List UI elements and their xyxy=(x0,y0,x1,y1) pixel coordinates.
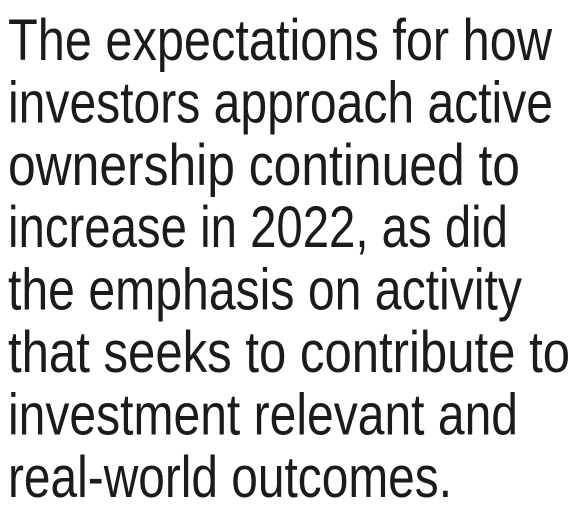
text-line: investment relevant and xyxy=(8,382,518,447)
text-line: that seeks to contribute to xyxy=(8,320,570,385)
text-line: the emphasis on activity xyxy=(8,258,522,323)
text-line: investors approach active xyxy=(8,70,553,135)
text-line: ownership continued to xyxy=(8,133,520,198)
text-line: increase in 2022, as did xyxy=(8,195,508,260)
text-line: real-world outcomes. xyxy=(8,445,452,509)
text-line: The expectations for how xyxy=(8,8,553,73)
